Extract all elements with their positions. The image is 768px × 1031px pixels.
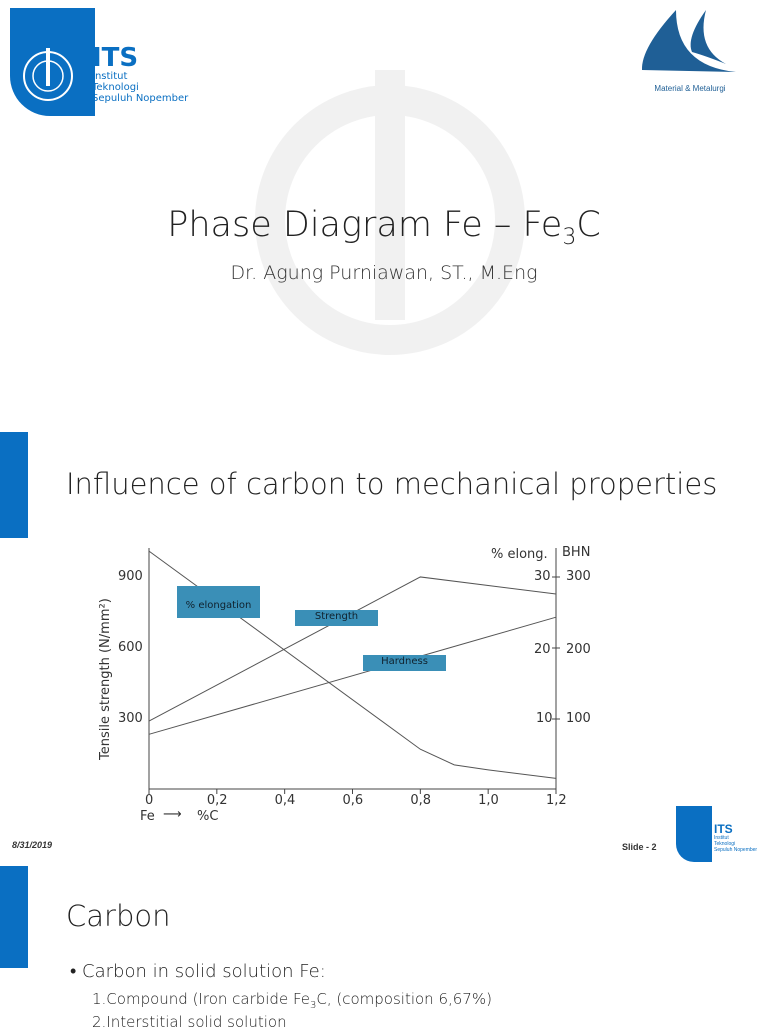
its-logo xyxy=(10,8,95,116)
y3-tick: 100 xyxy=(566,711,591,726)
its-line: Institut xyxy=(92,71,128,82)
label-hardness: Hardness xyxy=(363,655,446,671)
x-label-carbon: %C xyxy=(197,809,219,824)
its-emblem-icon xyxy=(23,48,73,101)
slide-date: 8/31/2019 xyxy=(12,840,53,850)
its-line: Teknologi xyxy=(714,841,736,847)
accent-bar xyxy=(0,432,28,538)
y2-axis-label: % elong. xyxy=(491,547,548,562)
slide-number: Slide - 2 xyxy=(622,842,657,852)
series-line-strength xyxy=(148,576,557,722)
its-brand: ITS xyxy=(92,43,139,73)
label-elongation: % elongation xyxy=(177,586,260,618)
its-line: Institut xyxy=(714,835,729,841)
x-label-fe: Fe xyxy=(140,809,155,824)
x-tick: 0,8 xyxy=(410,793,432,808)
slide-title: Influence of carbon to mechanical proper… xyxy=(66,467,718,501)
y3-tick: 200 xyxy=(566,642,591,657)
y2-tick: 10 xyxy=(536,711,553,726)
y-axis-label: Tensile strength (N/mm²) xyxy=(98,598,113,760)
watermark-emblem-icon xyxy=(255,70,525,355)
list-item: 2.Interstitial solid solution xyxy=(92,1013,287,1031)
presentation-title: Phase Diagram Fe – Fe3C xyxy=(167,205,601,250)
x-tick: 1,2 xyxy=(546,793,567,808)
bullet-item: • Carbon in solid solution Fe: xyxy=(70,961,326,982)
series-line-elongation xyxy=(148,550,557,779)
slide-title: Carbon xyxy=(66,899,171,933)
its-line: Teknologi xyxy=(92,82,139,93)
x-tick: 1,0 xyxy=(478,793,499,808)
x-tick: 0 xyxy=(145,793,154,808)
y3-axis-label: BHN xyxy=(562,545,591,560)
its-line: Sepuluh Nopember xyxy=(92,93,189,104)
arrow-right-icon: ⟶ xyxy=(163,807,182,822)
series-line-hardness xyxy=(148,616,557,735)
y3-tick: 300 xyxy=(566,569,591,584)
x-tick: 0,4 xyxy=(274,793,296,808)
author: Dr. Agung Purniawan, ST., M.Eng xyxy=(230,262,538,284)
x-tick: 0,6 xyxy=(342,793,364,808)
its-line: Sepuluh Nopember xyxy=(714,847,758,853)
list-item: 1.Compound (Iron carbide Fe3C, (composit… xyxy=(92,990,492,1011)
its-brand-small: ITS xyxy=(714,822,733,836)
y2-tick: 20 xyxy=(534,642,551,657)
dept-logo-icon xyxy=(641,10,736,72)
label-strength: Strength xyxy=(295,610,378,626)
y-tick: 600 xyxy=(118,640,143,655)
dept-name: Material & Metalurgi xyxy=(654,84,726,93)
y-tick: 300 xyxy=(118,711,143,726)
its-logo-small xyxy=(676,806,712,862)
y-tick: 900 xyxy=(118,569,143,584)
y2-tick: 30 xyxy=(534,569,551,584)
accent-bar xyxy=(0,866,28,968)
x-tick: 0,2 xyxy=(206,793,228,808)
